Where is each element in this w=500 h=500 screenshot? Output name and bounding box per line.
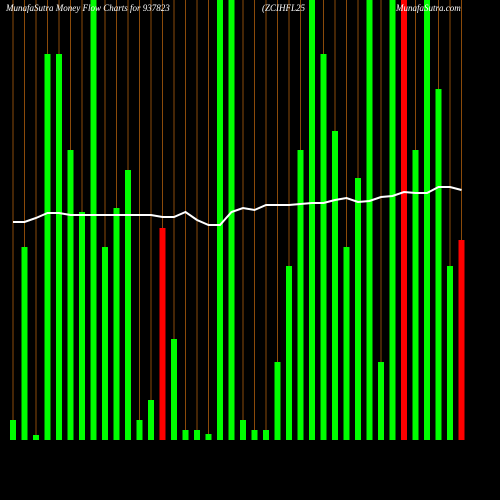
bar xyxy=(205,434,212,440)
bar xyxy=(389,0,396,440)
bar xyxy=(113,208,120,440)
bar xyxy=(33,435,39,440)
bar xyxy=(424,0,430,440)
bar xyxy=(102,247,108,440)
bar xyxy=(136,420,143,440)
bar xyxy=(251,430,258,440)
bar xyxy=(90,0,97,440)
bar xyxy=(159,228,166,440)
bar xyxy=(378,362,384,440)
source: MunafaSutra.com xyxy=(395,3,461,13)
bar xyxy=(401,0,407,440)
bar xyxy=(263,430,269,440)
line xyxy=(13,186,462,226)
bar xyxy=(228,0,235,440)
bar xyxy=(320,54,327,440)
bar xyxy=(79,212,85,440)
bar xyxy=(343,247,350,440)
bar xyxy=(182,430,189,440)
bar xyxy=(10,420,16,440)
bar xyxy=(56,54,62,440)
bar xyxy=(44,54,51,440)
bar xyxy=(148,400,154,440)
bar xyxy=(286,266,292,440)
bar xyxy=(171,339,177,440)
bar xyxy=(412,150,419,440)
bar xyxy=(194,430,200,440)
chart-subtitle: (ZCIHFL25 xyxy=(262,3,306,13)
bar xyxy=(274,362,281,440)
bar xyxy=(332,131,338,440)
chart-title: MunafaSutra Money Flow Charts for 937823 xyxy=(5,3,170,13)
bar xyxy=(355,178,361,440)
bar xyxy=(125,170,131,440)
bar xyxy=(447,266,453,440)
bar xyxy=(458,240,465,440)
bar xyxy=(435,89,442,440)
bar xyxy=(309,0,315,440)
bar xyxy=(21,247,28,440)
bar xyxy=(67,150,74,440)
bar xyxy=(240,420,246,440)
bar xyxy=(217,0,223,440)
bar xyxy=(366,0,373,440)
bar xyxy=(297,150,304,440)
